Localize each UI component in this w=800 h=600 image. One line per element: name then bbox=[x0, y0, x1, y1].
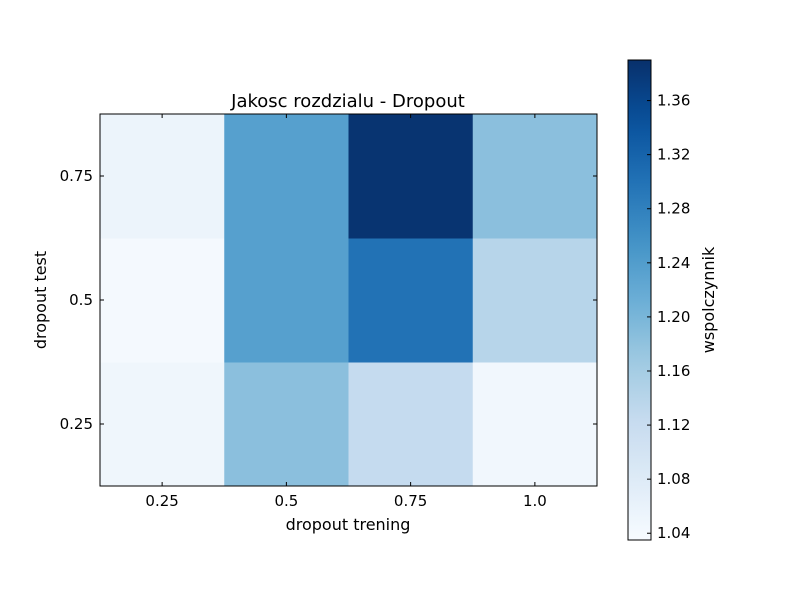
colorbar bbox=[627, 59, 652, 541]
x-axis-ticks: 0.25 0.5 0.75 1.0 bbox=[145, 114, 547, 510]
heatmap-cell bbox=[472, 114, 598, 239]
colorbar-tick-label: 1.08 bbox=[657, 470, 690, 488]
colorbar-label: wspolczynnik bbox=[699, 246, 718, 353]
colorbar-tick-label: 1.20 bbox=[657, 308, 690, 326]
y-axis-label: dropout test bbox=[31, 251, 50, 349]
heatmap-cell bbox=[224, 238, 349, 363]
colorbar-ticks: 1.04 1.08 1.12 1.16 1.20 1.24 1.28 1.32 1.36 bbox=[647, 92, 690, 542]
colorbar-tick-label: 1.16 bbox=[657, 362, 690, 380]
x-tick-label: 0.25 bbox=[145, 492, 178, 510]
colorbar-tick-label: 1.12 bbox=[657, 416, 690, 434]
y-tick-label: 0.25 bbox=[60, 415, 93, 433]
heatmap-cell bbox=[100, 362, 225, 487]
colorbar-tick-label: 1.28 bbox=[657, 200, 690, 218]
x-tick-label: 0.5 bbox=[274, 492, 298, 510]
y-tick-label: 0.75 bbox=[60, 167, 93, 185]
colorbar-tick-label: 1.04 bbox=[657, 524, 690, 542]
colorbar-tick-label: 1.36 bbox=[657, 92, 690, 110]
y-tick-label: 0.5 bbox=[69, 291, 93, 309]
heatmap-cell bbox=[472, 238, 598, 363]
heatmap-cell bbox=[348, 114, 474, 239]
x-tick-label: 1.0 bbox=[523, 492, 547, 510]
heatmap-cells bbox=[100, 114, 598, 487]
x-tick-label: 0.75 bbox=[394, 492, 427, 510]
chart-title: Jakosc rozdzialu - Dropout bbox=[230, 91, 465, 112]
heatmap-cell bbox=[100, 238, 225, 363]
x-axis-label: dropout trening bbox=[286, 515, 411, 534]
heatmap-cell bbox=[348, 362, 474, 487]
colorbar-tick-label: 1.32 bbox=[657, 146, 690, 164]
heatmap-cell bbox=[224, 114, 349, 239]
heatmap-cell bbox=[472, 362, 598, 487]
y-axis-ticks: 0.25 0.5 0.75 bbox=[60, 167, 597, 433]
heatmap-cell bbox=[348, 238, 474, 363]
heatmap-cell bbox=[100, 114, 225, 239]
heatmap-cell bbox=[224, 362, 349, 487]
colorbar-tick-label: 1.24 bbox=[657, 254, 690, 272]
